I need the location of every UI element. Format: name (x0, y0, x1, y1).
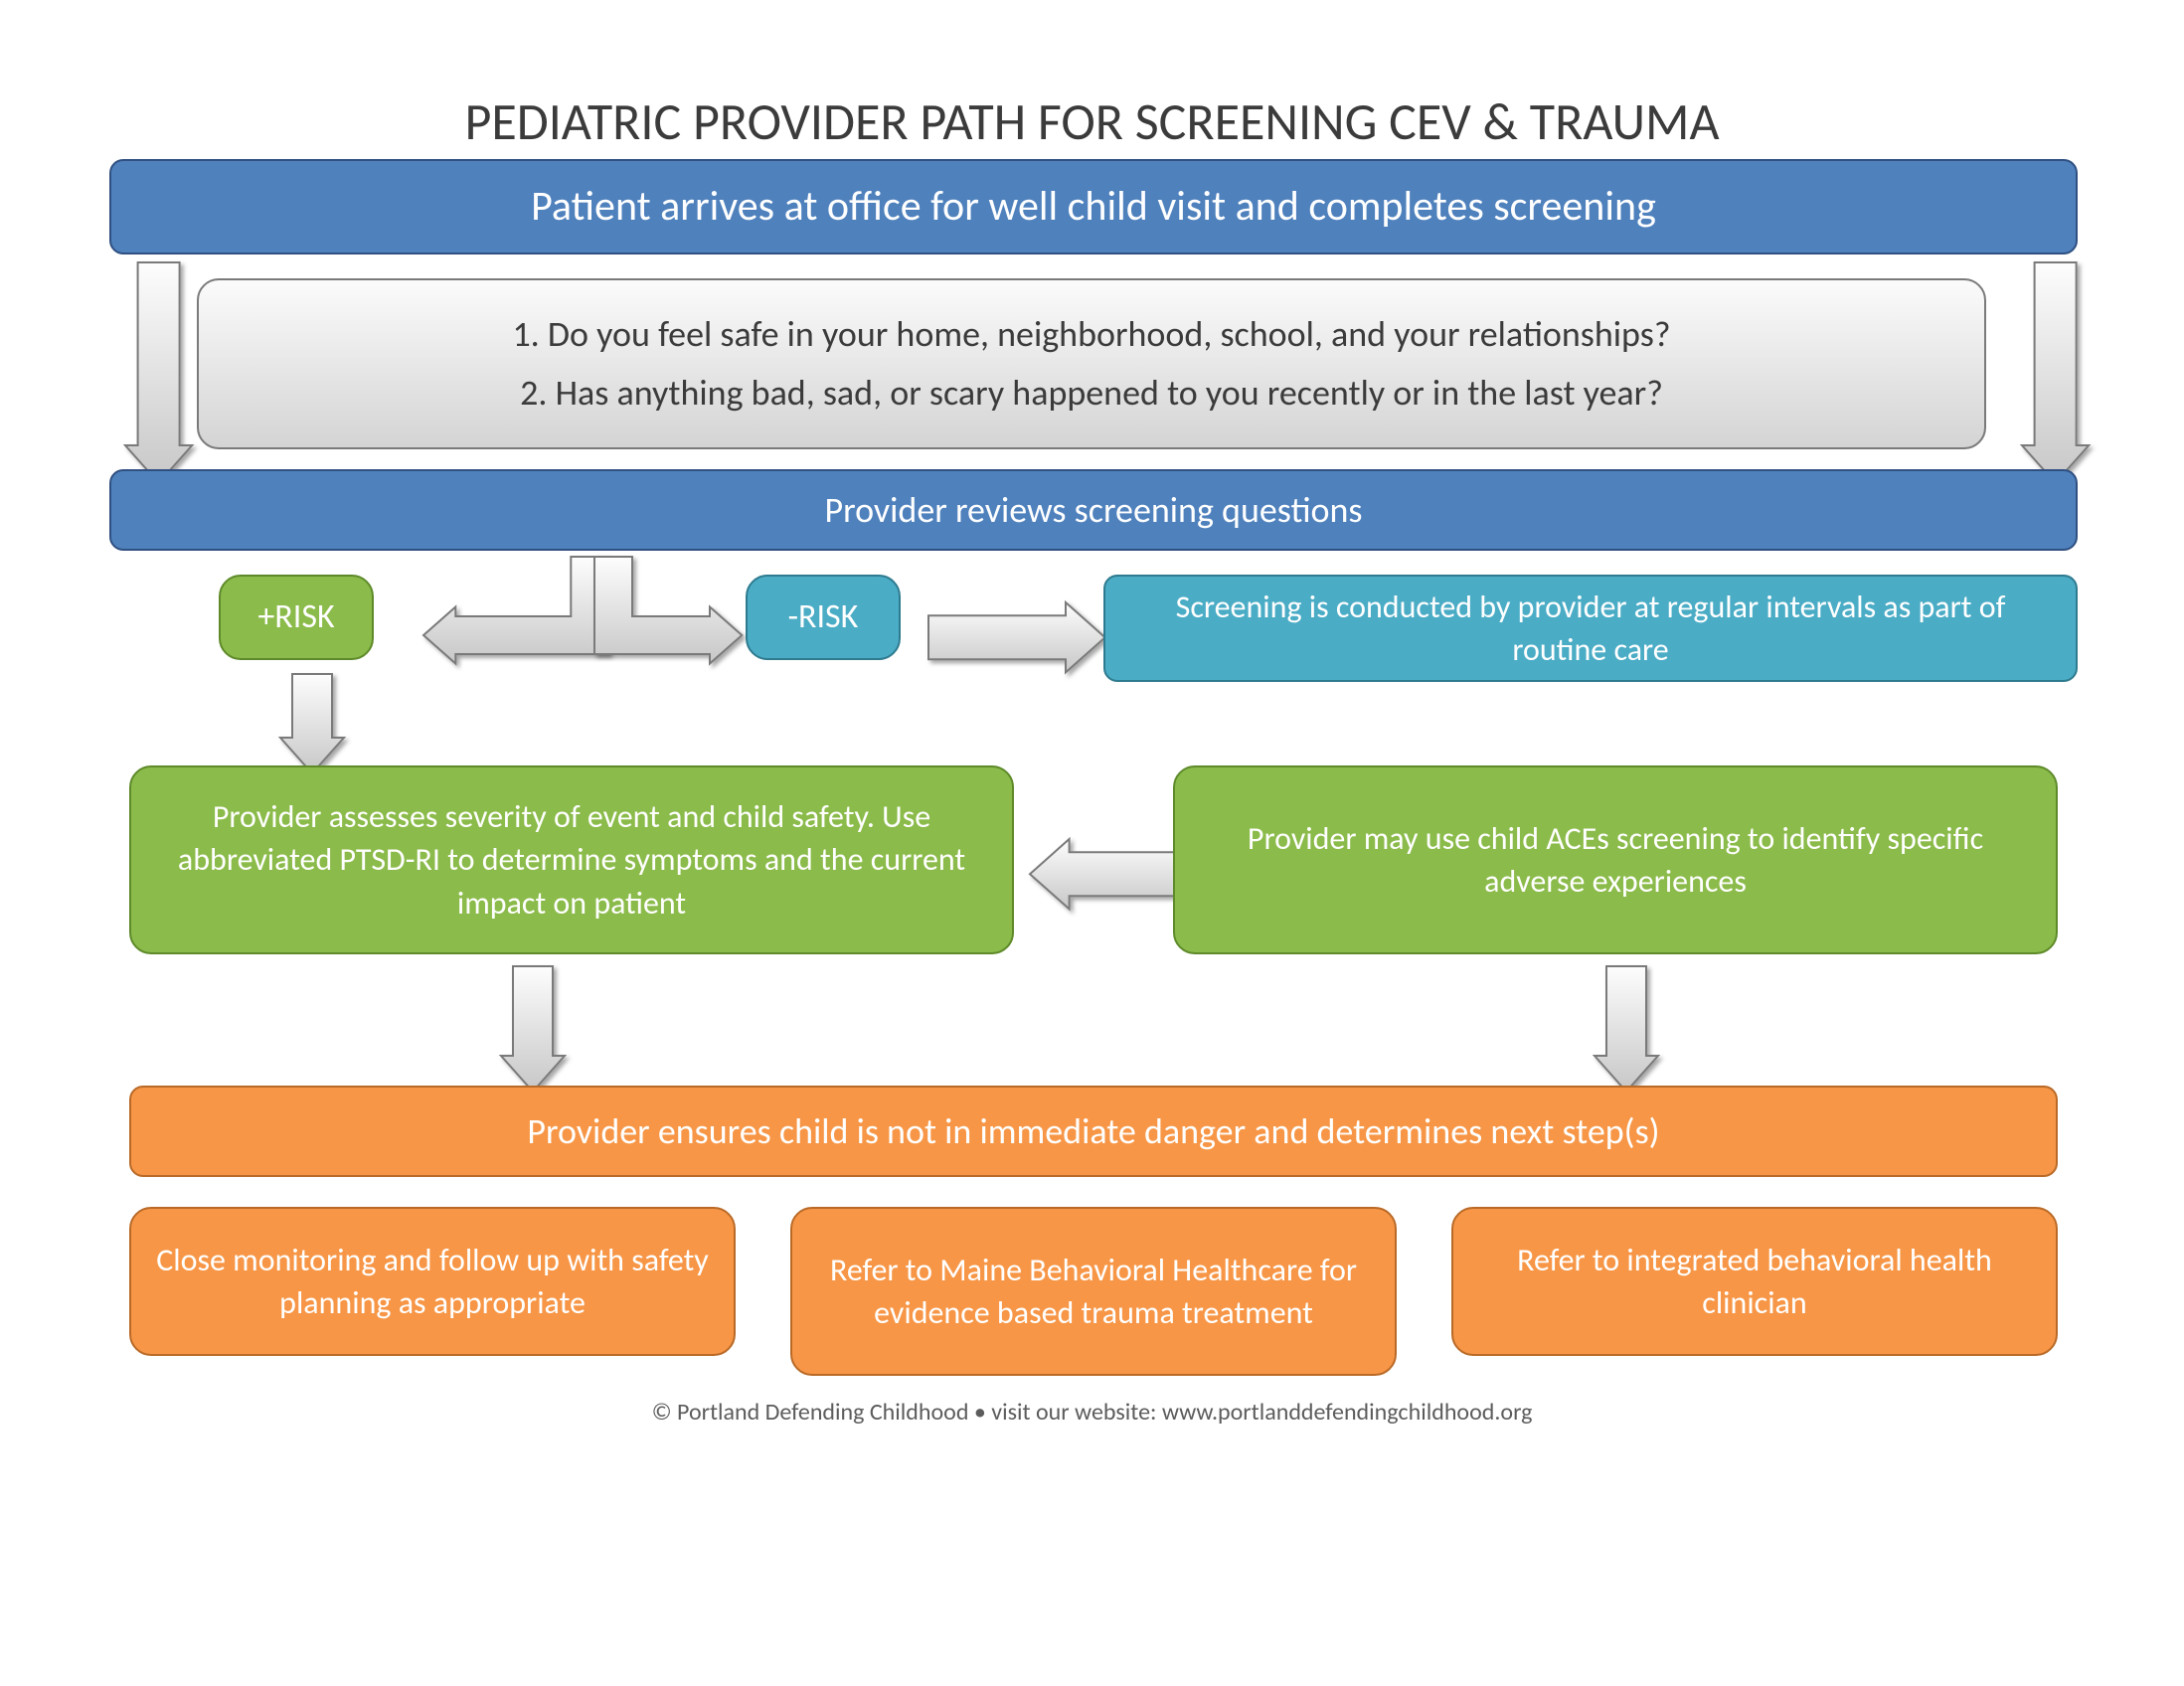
box-provider-reviews: Provider reviews screening questions (109, 469, 2078, 551)
box-ensure-safety: Provider ensures child is not in immedia… (129, 1086, 2058, 1177)
box-patient-arrives: Patient arrives at office for well child… (109, 159, 2078, 254)
question-2: 2. Has anything bad, sad, or scary happe… (512, 369, 1670, 418)
box-aces-screening: Provider may use child ACEs screening to… (1173, 765, 2058, 954)
box-option-mbh: Refer to Maine Behavioral Healthcare for… (790, 1207, 1397, 1376)
arrow-plusrisk-down (276, 672, 348, 779)
box-option-integrated: Refer to integrated behavioral health cl… (1451, 1207, 2058, 1356)
arrow-split-left (380, 555, 612, 664)
arrow-to-routine (926, 598, 1111, 676)
box-screening-questions: 1. Do you feel safe in your home, neighb… (197, 278, 1986, 449)
box-assess-severity: Provider assesses severity of event and … (129, 765, 1014, 954)
box-routine-intervals: Screening is conducted by provider at re… (1103, 575, 2078, 682)
arrow-aces-down (1591, 964, 1662, 1097)
box-plus-risk: +RISK (219, 575, 374, 660)
arrow-down-left (121, 260, 196, 489)
footer-credit: © Portland Defending Childhood • visit o… (0, 1398, 2184, 1427)
box-option-monitoring: Close monitoring and follow up with safe… (129, 1207, 736, 1356)
box-minus-risk: -RISK (746, 575, 901, 660)
arrow-assess-down (497, 964, 569, 1097)
question-1: 1. Do you feel safe in your home, neighb… (512, 310, 1670, 359)
page-title: PEDIATRIC PROVIDER PATH FOR SCREENING CE… (0, 89, 2184, 153)
arrow-down-right (2018, 260, 2093, 489)
